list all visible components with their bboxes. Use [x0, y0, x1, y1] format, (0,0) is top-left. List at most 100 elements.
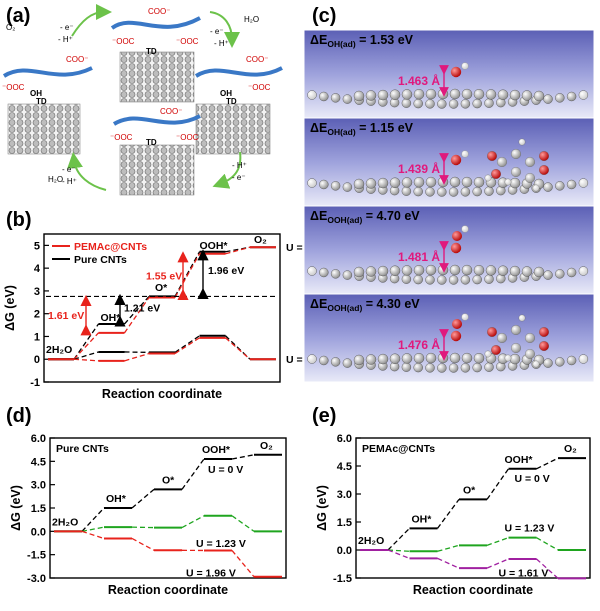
carbon-atom	[484, 98, 494, 108]
carbon-atom	[484, 362, 494, 372]
carbon-atom	[319, 267, 329, 278]
potential-label: U = 1.23 V	[196, 538, 246, 550]
species-label: 2H₂O	[52, 516, 78, 528]
species-label: O₂	[254, 234, 267, 246]
carbon-atom	[389, 265, 401, 276]
panel-c-boxes: ΔEOH(ad) = 1.53 eV 1.463 Å ΔEOH(ad) = 1.15…	[303, 29, 595, 383]
oxygen-atom	[450, 242, 462, 254]
energy-connector	[73, 323, 100, 360]
panel-b-label: (b)	[6, 209, 32, 231]
cnt-slab-right	[195, 103, 271, 155]
carbon-atom	[307, 266, 317, 276]
y-tick-label: -1	[30, 377, 40, 389]
td-label: TD	[36, 97, 47, 106]
oxygen-atom	[539, 341, 549, 351]
carbon-atom	[425, 352, 437, 364]
oxygen-atom	[539, 327, 549, 337]
carbon-atom	[401, 89, 413, 100]
plot-title: Pure CNTs	[56, 443, 109, 455]
x-axis-label: Reaction coordinate	[102, 387, 222, 401]
energy-connector	[73, 358, 99, 362]
hydrogen-atom	[532, 360, 540, 368]
reaction-arrow	[209, 11, 240, 48]
gap-label: 1.61 eV	[48, 310, 84, 322]
species-label: O*	[155, 282, 168, 294]
oxygen-atom	[450, 154, 462, 166]
carbon-atom	[413, 274, 423, 285]
coo-label: COO⁻	[66, 55, 88, 64]
carbon-atom	[555, 269, 565, 279]
carbon-atom	[425, 99, 435, 109]
y-tick-label: -3.0	[27, 573, 46, 585]
energy-connector	[181, 458, 205, 490]
potential-label: U = 0 V	[208, 464, 243, 476]
carbon-atom	[413, 353, 425, 364]
ooc-label: ⁻OOC	[176, 133, 199, 142]
y-tick-label: 0	[34, 354, 40, 366]
polymer-chain	[110, 16, 201, 30]
reaction-arrow	[212, 151, 242, 189]
panel-d-plot: -3.0 -1.5 0.0 1.5 3.0 4.5 6.0 Reaction coordina…	[9, 433, 287, 597]
y-tick-label: 2	[34, 309, 40, 321]
carbon-atom	[566, 91, 577, 102]
hydrogen-atom	[484, 350, 492, 358]
carbon-atom	[307, 178, 317, 188]
carbon-atom	[342, 358, 353, 368]
species-label: OH*	[101, 312, 122, 324]
td-label: TD	[226, 97, 237, 106]
carbon-atom	[521, 266, 533, 277]
carbon-atom	[461, 264, 473, 276]
h2o-label: H₂O	[244, 15, 259, 24]
carbon-atom	[555, 357, 565, 367]
y-tick-label: 3.0	[31, 480, 46, 492]
carbon-atom	[413, 362, 423, 373]
carbon-atom	[555, 181, 565, 191]
y-tick-label: 1.5	[31, 503, 46, 515]
carbon-atom	[543, 270, 553, 280]
energy-connector	[536, 558, 559, 579]
y-tick-label: 5	[34, 240, 40, 252]
energy-connector	[225, 246, 251, 255]
ooc-label: ⁻OOC	[110, 133, 133, 142]
carbon-atom	[543, 94, 553, 104]
carbon-atom	[448, 363, 459, 373]
step-label: - e⁻	[210, 27, 224, 36]
carbon-atom	[413, 177, 425, 188]
species-label: OH*	[106, 493, 127, 505]
plot-frame	[355, 437, 591, 579]
carbon-atom	[566, 179, 577, 190]
carbon-atom	[413, 265, 425, 276]
carbon-atom	[425, 88, 437, 100]
energy-connector	[536, 537, 559, 551]
carbon-atom	[578, 354, 589, 364]
carbon-atom	[533, 266, 545, 278]
potential-label: U = 0 V	[515, 473, 550, 485]
carbon-atom	[511, 343, 521, 353]
panel-b: (b) -1 0 1 2 3 4 5 Reaction coordinate ΔG (eV) PE…	[3, 209, 336, 401]
energy-connector	[73, 332, 99, 360]
ooc-label: ⁻OOC	[2, 83, 25, 92]
carbon-atom	[509, 177, 521, 189]
carbon-atom	[353, 266, 365, 278]
carbon-atom	[330, 269, 341, 279]
energy-connector	[123, 297, 150, 334]
dft-model-box: ΔEOH(ad) = 1.15 eV 1.439 Å	[303, 117, 595, 207]
oxygen-atom	[539, 165, 549, 175]
y-tick-label: 4	[34, 263, 41, 275]
ooc-label: ⁻OOC	[248, 83, 271, 92]
carbon-atom	[525, 333, 535, 343]
carbon-atom	[401, 274, 412, 284]
gap-label: 1.21 eV	[124, 302, 160, 314]
bond-length-label: 1.439 Å	[398, 161, 440, 176]
carbon-atom	[342, 270, 353, 280]
carbon-atom	[401, 265, 413, 276]
carbon-atom	[449, 176, 461, 188]
dft-model-box: ΔEOOH(ad) = 4.30 eV 1.476 Å	[303, 293, 595, 383]
carbon-atom	[509, 89, 521, 101]
carbon-atom	[389, 353, 401, 364]
legend-label: Pure CNTs	[74, 254, 127, 266]
bond-length-label: 1.463 Å	[398, 73, 440, 88]
bond-length-label: 1.481 Å	[398, 249, 440, 264]
carbon-atom	[473, 353, 485, 364]
carbon-atom	[497, 333, 507, 343]
